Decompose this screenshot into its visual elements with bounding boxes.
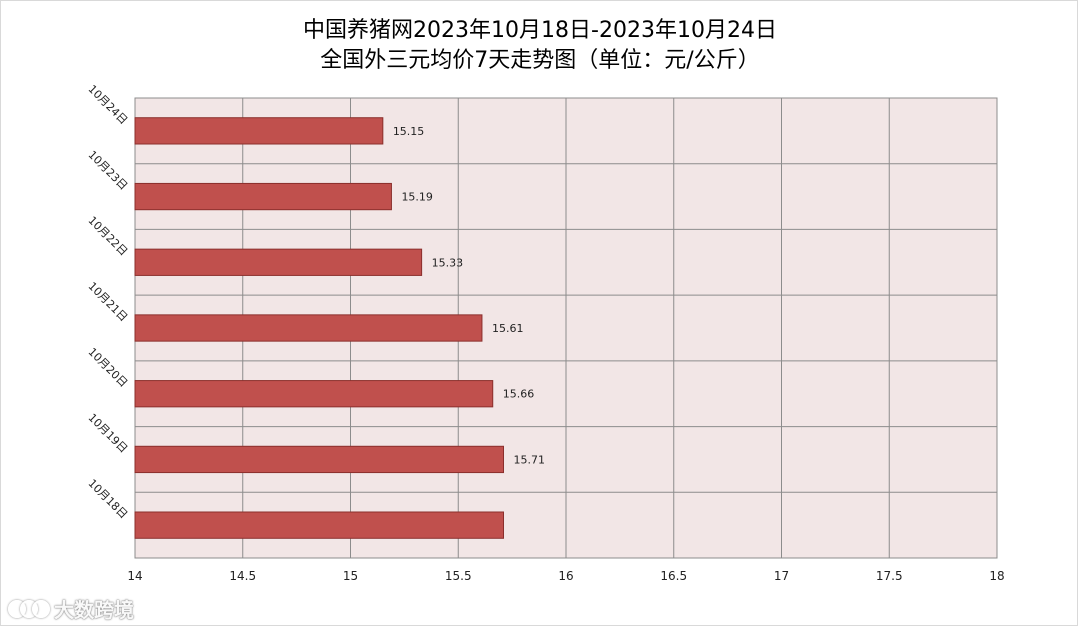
data-label: 15.15 bbox=[393, 125, 425, 138]
category-label: 10月21日 bbox=[86, 280, 131, 325]
bar bbox=[134, 314, 483, 342]
data-label: 15.19 bbox=[401, 191, 433, 204]
data-label: 15.66 bbox=[503, 388, 534, 401]
x-tick-label: 14.5 bbox=[229, 569, 256, 583]
data-label: 15.71 bbox=[514, 453, 546, 466]
bar bbox=[134, 511, 505, 539]
title-line-1: 中国养猪网2023年10月18日-2023年10月24日 bbox=[303, 18, 777, 43]
category-label: 10月23日 bbox=[86, 148, 131, 193]
category-label: 10月24日 bbox=[86, 82, 131, 127]
title-line-2: 全国外三元均价7天走势图（单位：元/公斤） bbox=[320, 48, 760, 73]
bar bbox=[134, 117, 384, 145]
watermark: 大数跨境 bbox=[8, 594, 134, 622]
category-label: 10月20日 bbox=[86, 345, 131, 390]
x-tick-label: 15 bbox=[343, 569, 358, 583]
watermark-text: 大数跨境 bbox=[54, 597, 134, 622]
x-tick-label: 15.5 bbox=[445, 569, 472, 583]
bar bbox=[134, 182, 392, 211]
data-label: 15.61 bbox=[492, 322, 523, 335]
x-tick-label: 16 bbox=[558, 569, 573, 583]
category-label: 10月19日 bbox=[86, 411, 131, 456]
x-tick-label: 14 bbox=[127, 569, 142, 583]
category-label: 10月22日 bbox=[86, 214, 131, 259]
x-tick-label: 17.5 bbox=[876, 569, 903, 583]
chart-title: 中国养猪网2023年10月18日-2023年10月24日 全国外三元均价7天走势… bbox=[0, 16, 1080, 76]
x-tick-label: 17 bbox=[774, 569, 789, 583]
brand-logo-icon bbox=[8, 597, 50, 619]
x-tick-label: 18 bbox=[989, 569, 1004, 583]
bar bbox=[134, 248, 423, 276]
category-label: 10月18日 bbox=[86, 477, 131, 522]
x-tick-label: 16.5 bbox=[660, 569, 687, 583]
bar bbox=[134, 380, 494, 408]
data-label: 15.33 bbox=[432, 256, 464, 269]
bar bbox=[134, 445, 505, 474]
